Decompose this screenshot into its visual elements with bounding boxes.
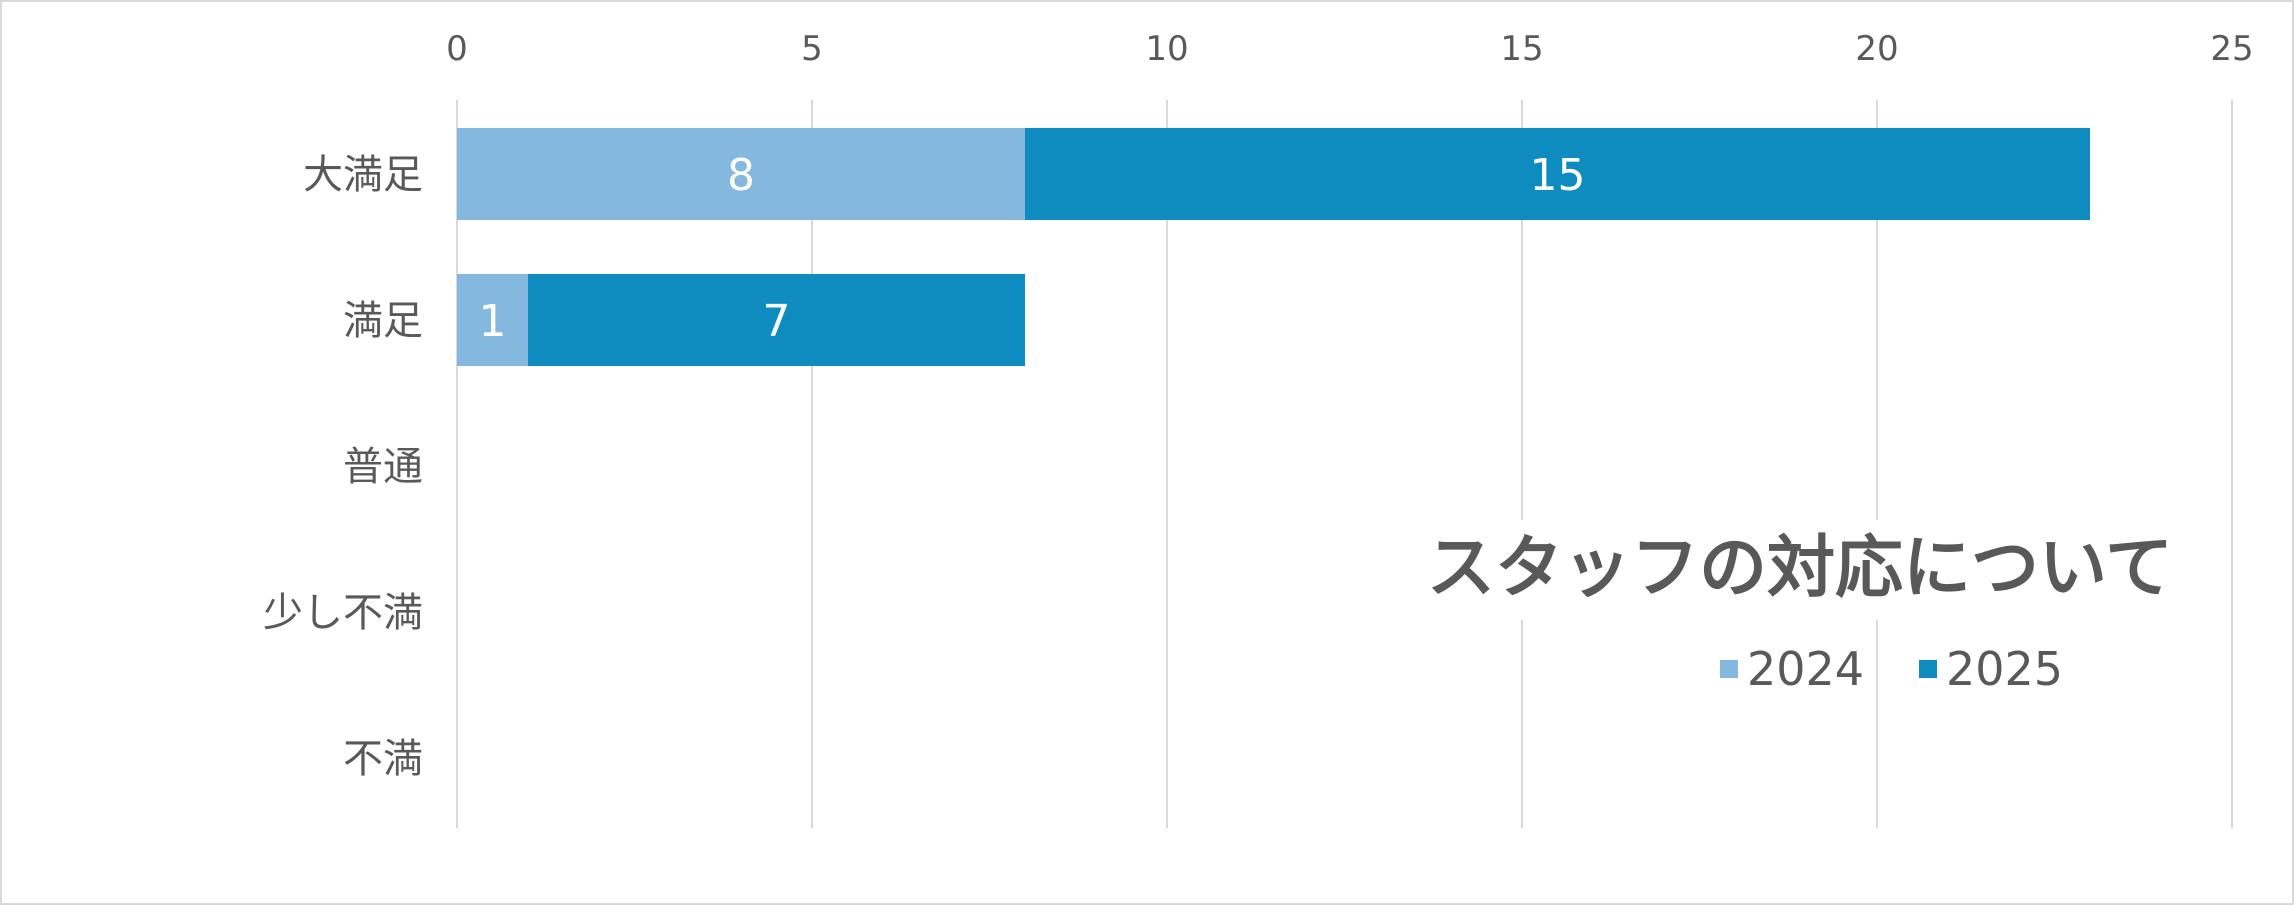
chart-title: スタッフの対応について xyxy=(1427,529,2173,608)
x-tick-label: 0 xyxy=(446,29,468,69)
data-label: 1 xyxy=(479,296,507,347)
x-tick-label: 10 xyxy=(1145,29,1188,69)
legend-label: 2024 xyxy=(1747,642,1864,696)
x-tick-label: 15 xyxy=(1500,29,1543,69)
data-label: 15 xyxy=(1530,150,1586,201)
category-label: 満足 xyxy=(343,298,423,344)
x-axis-tick-labels: 0 5 10 15 20 25 xyxy=(446,29,2253,69)
x-tick-label: 20 xyxy=(1855,29,1898,69)
category-label: 不満 xyxy=(343,736,423,782)
gridlines xyxy=(456,100,2233,828)
bars xyxy=(457,128,2090,366)
data-labels: 8 15 1 7 xyxy=(479,150,1586,347)
x-tick-label: 5 xyxy=(801,29,823,69)
bar-segment xyxy=(1025,128,2090,220)
x-tick-label: 25 xyxy=(2210,29,2253,69)
legend-swatch xyxy=(1919,660,1937,678)
bar-segment xyxy=(457,274,528,366)
legend-swatch xyxy=(1720,660,1738,678)
category-label: 大満足 xyxy=(303,152,423,198)
data-label: 7 xyxy=(763,296,791,347)
chart-title-group: スタッフの対応について xyxy=(1427,520,2173,620)
data-label: 8 xyxy=(727,150,755,201)
bar-segment xyxy=(457,128,1025,220)
legend-label: 2025 xyxy=(1946,642,2063,696)
chart-title-background xyxy=(1445,520,2150,620)
category-label: 少し不満 xyxy=(263,590,423,636)
category-label: 普通 xyxy=(343,444,423,490)
legend: 2024 2025 xyxy=(1720,642,2063,696)
bar-segment xyxy=(528,274,1025,366)
